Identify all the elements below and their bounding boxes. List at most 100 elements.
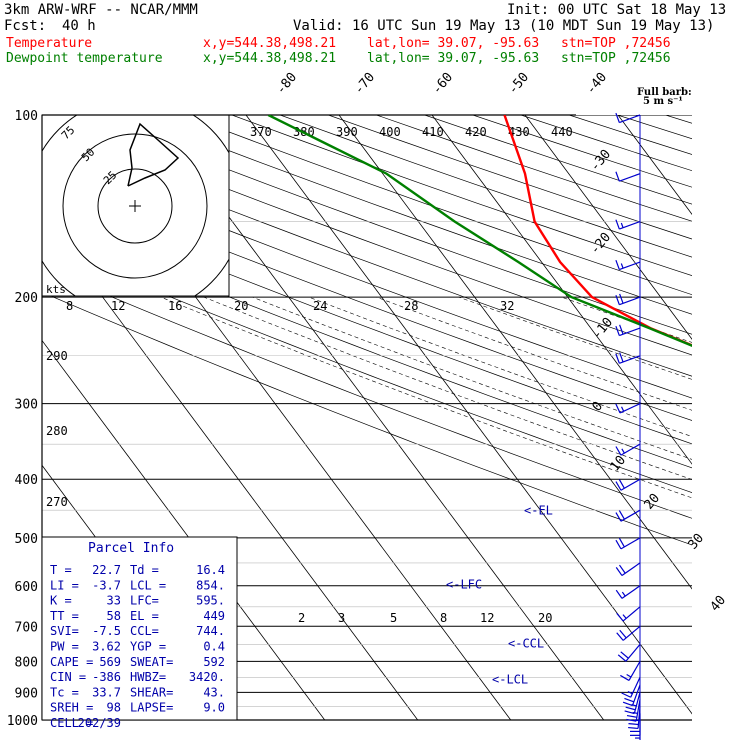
parcel-info-value: 569 (99, 655, 121, 669)
theta-left-label: 290 (46, 349, 68, 363)
wind-barb (615, 443, 641, 456)
barb-flag (622, 701, 633, 707)
barb-flag (626, 673, 632, 678)
barb-staff (625, 644, 641, 662)
parcel-info-value: SVI= (50, 624, 79, 638)
parcel-info-value: 33 (107, 594, 121, 608)
wind-barb (615, 293, 641, 306)
forecast-label: Fcst: (4, 18, 47, 34)
barb-staff (621, 562, 641, 577)
moist-adiabat (160, 296, 692, 499)
theta-tick-label: 430 (508, 125, 530, 139)
parcel-info-value: CAPE = (50, 655, 93, 669)
hodograph-ring (97, 168, 173, 244)
wind-barb (615, 259, 641, 271)
wind-barb (615, 562, 641, 577)
parcel-info-value: CIN = (50, 670, 86, 684)
barb-flag (615, 353, 620, 364)
pressure-tick-label: 700 (15, 620, 38, 635)
parcel-info-value: -7.5 (92, 624, 121, 638)
barb-flag (628, 726, 639, 730)
valid-time: Valid: 16 UTC Sun 19 May 13 (10 MDT Sun … (293, 18, 715, 34)
dry-adiabat (472, 115, 692, 188)
model-title: 3km ARW-WRF -- NCAR/MMM (4, 2, 198, 18)
full-barb-note: Full barb: 5 m s⁻¹ (637, 87, 692, 107)
isotherm-tick-label: -50 (506, 70, 533, 98)
barb-staff (620, 443, 641, 456)
hodograph-speed-label: 24 (313, 299, 327, 313)
parcel-info-value: 854. (196, 578, 225, 592)
barb-staff (621, 585, 641, 599)
dry-adiabat (183, 115, 692, 296)
theta-left-label: 280 (46, 424, 68, 438)
isotherm-tick-label: 20 (642, 491, 664, 513)
mixing-ratio-label: 2 (298, 611, 305, 625)
wind-barb (615, 171, 641, 182)
isotherm-line (42, 339, 326, 720)
isotherm-tick-label: -60 (430, 70, 457, 98)
parcel-info-value: LAPSE= (130, 701, 173, 715)
barb-flag (618, 510, 625, 520)
parcel-info-value: 449 (203, 609, 225, 623)
temperature-xy: x,y=544.38,498.21 (203, 36, 337, 51)
barb-staff (622, 606, 641, 622)
barb-flag (616, 632, 624, 641)
barb-flag (627, 690, 633, 695)
parcel-info-value: 0.4 (203, 640, 225, 654)
barb-flag (621, 591, 626, 597)
pressure-tick-label: 200 (15, 291, 38, 306)
barb-flag (624, 710, 635, 715)
parcel-info-value: 58 (107, 609, 121, 623)
parcel-info-value: EL = (130, 609, 159, 623)
parcel-info-value: 592 (203, 655, 225, 669)
parcel-info-value: 9.0 (203, 701, 225, 715)
moist-adiabat (376, 296, 692, 411)
theta-tick-label: 400 (379, 125, 401, 139)
wind-barbs (615, 112, 641, 740)
hodograph-speed-label: 12 (111, 299, 125, 313)
barb-flag (615, 539, 622, 550)
isotherm-tick-label: 30 (686, 531, 708, 553)
barb-flag (620, 222, 624, 228)
dry-adiabat (520, 115, 692, 172)
isotherm-tick-label: 0 (590, 399, 607, 415)
theta-tick-label: 420 (465, 125, 487, 139)
isotherm-tick-label: -80 (274, 70, 301, 98)
barb-flag (619, 324, 624, 335)
parcel-info-value: K = (50, 594, 72, 608)
wind-barb (615, 509, 641, 522)
isotherm-line (431, 115, 692, 465)
pressure-tick-label: 600 (15, 580, 38, 595)
barb-staff (619, 327, 641, 337)
pressure-tick-label: 900 (15, 686, 38, 701)
parcel-info-box: Parcel Info T = 22.7 Td = 16.4 LI = -3.7 LCL =… (41, 536, 238, 730)
isotherm-tick-label: 40 (708, 593, 730, 615)
barb-flag (619, 629, 627, 639)
barb-flag (620, 651, 629, 659)
barb-flag (615, 446, 622, 456)
temperature-legend: Temperature (6, 36, 93, 51)
wind-barb (616, 625, 641, 641)
barb-flag (625, 706, 636, 711)
mixing-ratio-label: 5 (390, 611, 397, 625)
wind-barb (615, 537, 641, 550)
moist-adiabat (689, 296, 692, 299)
barb-flag (615, 112, 620, 123)
hodograph-speed-label: 16 (168, 299, 182, 313)
hodograph-speed-label: 32 (500, 299, 514, 313)
parcel-info-value: SHEAR= (130, 685, 173, 699)
barb-staff (619, 403, 641, 414)
parcel-info-value: 3420. (189, 670, 225, 684)
barb-flag (615, 589, 623, 599)
barb-staff (637, 706, 641, 729)
wind-barb (615, 352, 641, 364)
parcel-info-value: T = (50, 563, 72, 577)
barb-staff (619, 173, 641, 182)
theta-left-label: 270 (46, 495, 68, 509)
parcel-info-value: 595. (196, 594, 225, 608)
hodograph-rings (42, 115, 229, 296)
parcel-info-value: PW = (50, 640, 79, 654)
barb-flag (622, 614, 627, 619)
barb-flag (620, 674, 630, 681)
wind-barb (620, 661, 641, 681)
